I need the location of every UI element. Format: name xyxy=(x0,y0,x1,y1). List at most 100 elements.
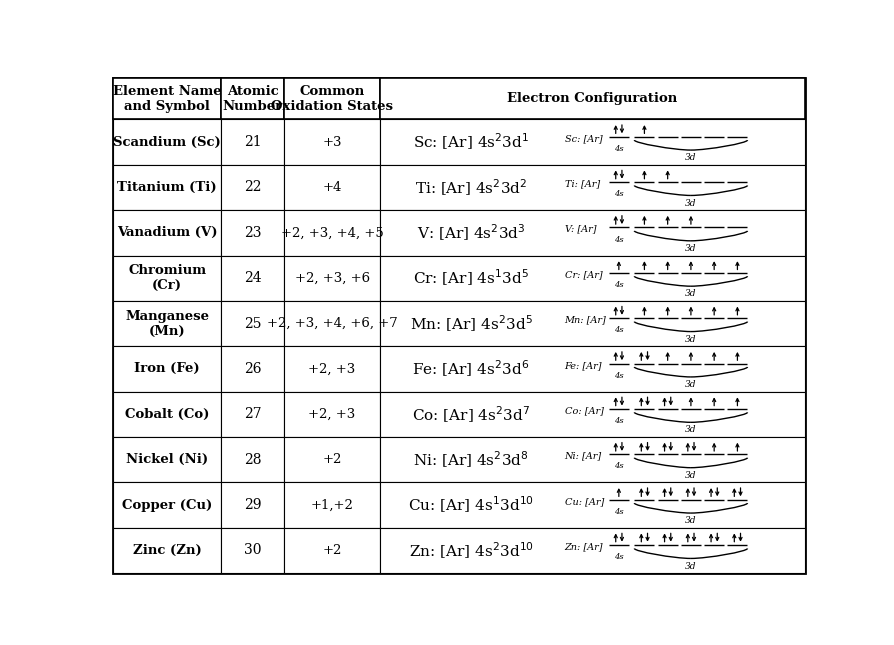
Bar xyxy=(379,528,804,573)
Text: 4s: 4s xyxy=(613,372,623,380)
Bar xyxy=(284,482,379,528)
Text: Electron Configuration: Electron Configuration xyxy=(507,92,677,105)
Text: +2: +2 xyxy=(322,453,342,466)
Bar xyxy=(379,437,804,482)
Text: +4: +4 xyxy=(322,181,342,194)
Text: 3d: 3d xyxy=(685,153,696,162)
Text: 29: 29 xyxy=(244,498,261,512)
Text: Ni: [Ar] 4s$^2$3d$^8$: Ni: [Ar] 4s$^2$3d$^8$ xyxy=(413,450,528,470)
Bar xyxy=(379,78,804,119)
Text: +2, +3, +4, +6, +7: +2, +3, +4, +6, +7 xyxy=(266,317,397,330)
Text: Ti: [Ar]: Ti: [Ar] xyxy=(564,179,599,188)
Text: +2, +3: +2, +3 xyxy=(308,408,355,421)
Bar xyxy=(284,78,379,119)
Bar xyxy=(221,301,284,346)
Text: +1,+2: +1,+2 xyxy=(310,499,353,511)
Bar xyxy=(284,164,379,210)
Bar xyxy=(113,528,221,573)
Text: Mn: [Ar]: Mn: [Ar] xyxy=(564,315,605,324)
Text: Nickel (Ni): Nickel (Ni) xyxy=(126,453,208,466)
Text: 3d: 3d xyxy=(685,335,696,344)
Text: Copper (Cu): Copper (Cu) xyxy=(122,499,212,511)
Text: 4s: 4s xyxy=(613,417,623,425)
Bar xyxy=(221,164,284,210)
Text: 3d: 3d xyxy=(685,562,696,571)
Text: Manganese
(Mn): Manganese (Mn) xyxy=(125,310,209,337)
Bar xyxy=(284,392,379,437)
Text: Fe: [Ar] 4s$^2$3d$^6$: Fe: [Ar] 4s$^2$3d$^6$ xyxy=(412,359,529,379)
Text: Cobalt (Co): Cobalt (Co) xyxy=(125,408,209,421)
Bar xyxy=(379,164,804,210)
Text: 30: 30 xyxy=(244,544,261,557)
Text: 21: 21 xyxy=(244,135,261,149)
Bar xyxy=(221,482,284,528)
Bar xyxy=(379,210,804,255)
Bar xyxy=(221,210,284,255)
Bar xyxy=(113,255,221,301)
Bar xyxy=(284,528,379,573)
Bar xyxy=(113,482,221,528)
Text: Ti: [Ar] 4s$^2$3d$^2$: Ti: [Ar] 4s$^2$3d$^2$ xyxy=(415,177,527,197)
Text: 22: 22 xyxy=(244,181,261,194)
Text: 3d: 3d xyxy=(685,199,696,208)
Bar xyxy=(379,255,804,301)
Text: Chromium
(Cr): Chromium (Cr) xyxy=(128,264,206,292)
Bar xyxy=(379,482,804,528)
Bar xyxy=(379,392,804,437)
Text: +3: +3 xyxy=(322,135,342,148)
Text: 3d: 3d xyxy=(685,426,696,434)
Bar xyxy=(379,346,804,392)
Text: +2: +2 xyxy=(322,544,342,557)
Text: Element Name
and Symbol: Element Name and Symbol xyxy=(113,85,221,113)
Text: +2, +3, +4, +5: +2, +3, +4, +5 xyxy=(281,226,383,239)
Text: Cu: [Ar]: Cu: [Ar] xyxy=(564,497,603,506)
Text: Zn: [Ar]: Zn: [Ar] xyxy=(564,542,603,551)
Text: 27: 27 xyxy=(244,408,261,421)
Text: 4s: 4s xyxy=(613,508,623,516)
Bar xyxy=(113,437,221,482)
Bar xyxy=(113,346,221,392)
Bar xyxy=(113,164,221,210)
Text: Iron (Fe): Iron (Fe) xyxy=(134,362,199,375)
Text: Common
Oxidation States: Common Oxidation States xyxy=(271,85,392,113)
Text: 4s: 4s xyxy=(613,553,623,561)
Text: 28: 28 xyxy=(244,453,261,467)
Text: 3d: 3d xyxy=(685,471,696,480)
Bar xyxy=(284,210,379,255)
Text: Atomic
Number: Atomic Number xyxy=(223,85,283,113)
Text: Zinc (Zn): Zinc (Zn) xyxy=(132,544,201,557)
Text: +2, +3, +6: +2, +3, +6 xyxy=(294,272,369,284)
Bar xyxy=(221,392,284,437)
Bar xyxy=(221,78,284,119)
Bar xyxy=(379,119,804,164)
Bar xyxy=(221,119,284,164)
Text: Sc: [Ar]: Sc: [Ar] xyxy=(564,134,602,143)
Text: Zn: [Ar] 4s$^2$3d$^{10}$: Zn: [Ar] 4s$^2$3d$^{10}$ xyxy=(409,541,533,561)
Text: 3d: 3d xyxy=(685,244,696,253)
Text: 26: 26 xyxy=(244,362,261,376)
Text: Co: [Ar] 4s$^2$3d$^7$: Co: [Ar] 4s$^2$3d$^7$ xyxy=(411,404,530,424)
Text: 4s: 4s xyxy=(613,281,623,289)
Text: Titanium (Ti): Titanium (Ti) xyxy=(117,181,216,194)
Bar xyxy=(221,437,284,482)
Text: 3d: 3d xyxy=(685,516,696,525)
Text: 3d: 3d xyxy=(685,380,696,389)
Bar xyxy=(113,392,221,437)
Text: 3d: 3d xyxy=(685,289,696,298)
Text: 24: 24 xyxy=(244,271,261,285)
Text: 4s: 4s xyxy=(613,144,623,153)
Text: Cu: [Ar] 4s$^1$3d$^{10}$: Cu: [Ar] 4s$^1$3d$^{10}$ xyxy=(408,495,534,515)
Bar xyxy=(284,301,379,346)
Text: Fe: [Ar]: Fe: [Ar] xyxy=(564,361,602,370)
Bar xyxy=(113,210,221,255)
Text: 4s: 4s xyxy=(613,462,623,470)
Bar xyxy=(113,119,221,164)
Bar xyxy=(284,437,379,482)
Text: 4s: 4s xyxy=(613,326,623,334)
Text: 25: 25 xyxy=(244,317,261,331)
Text: Vanadium (V): Vanadium (V) xyxy=(117,226,217,239)
Text: Co: [Ar]: Co: [Ar] xyxy=(564,406,603,415)
Text: Cr: [Ar] 4s$^1$3d$^5$: Cr: [Ar] 4s$^1$3d$^5$ xyxy=(412,268,528,288)
Text: V: [Ar]: V: [Ar] xyxy=(564,224,595,233)
Bar xyxy=(379,301,804,346)
